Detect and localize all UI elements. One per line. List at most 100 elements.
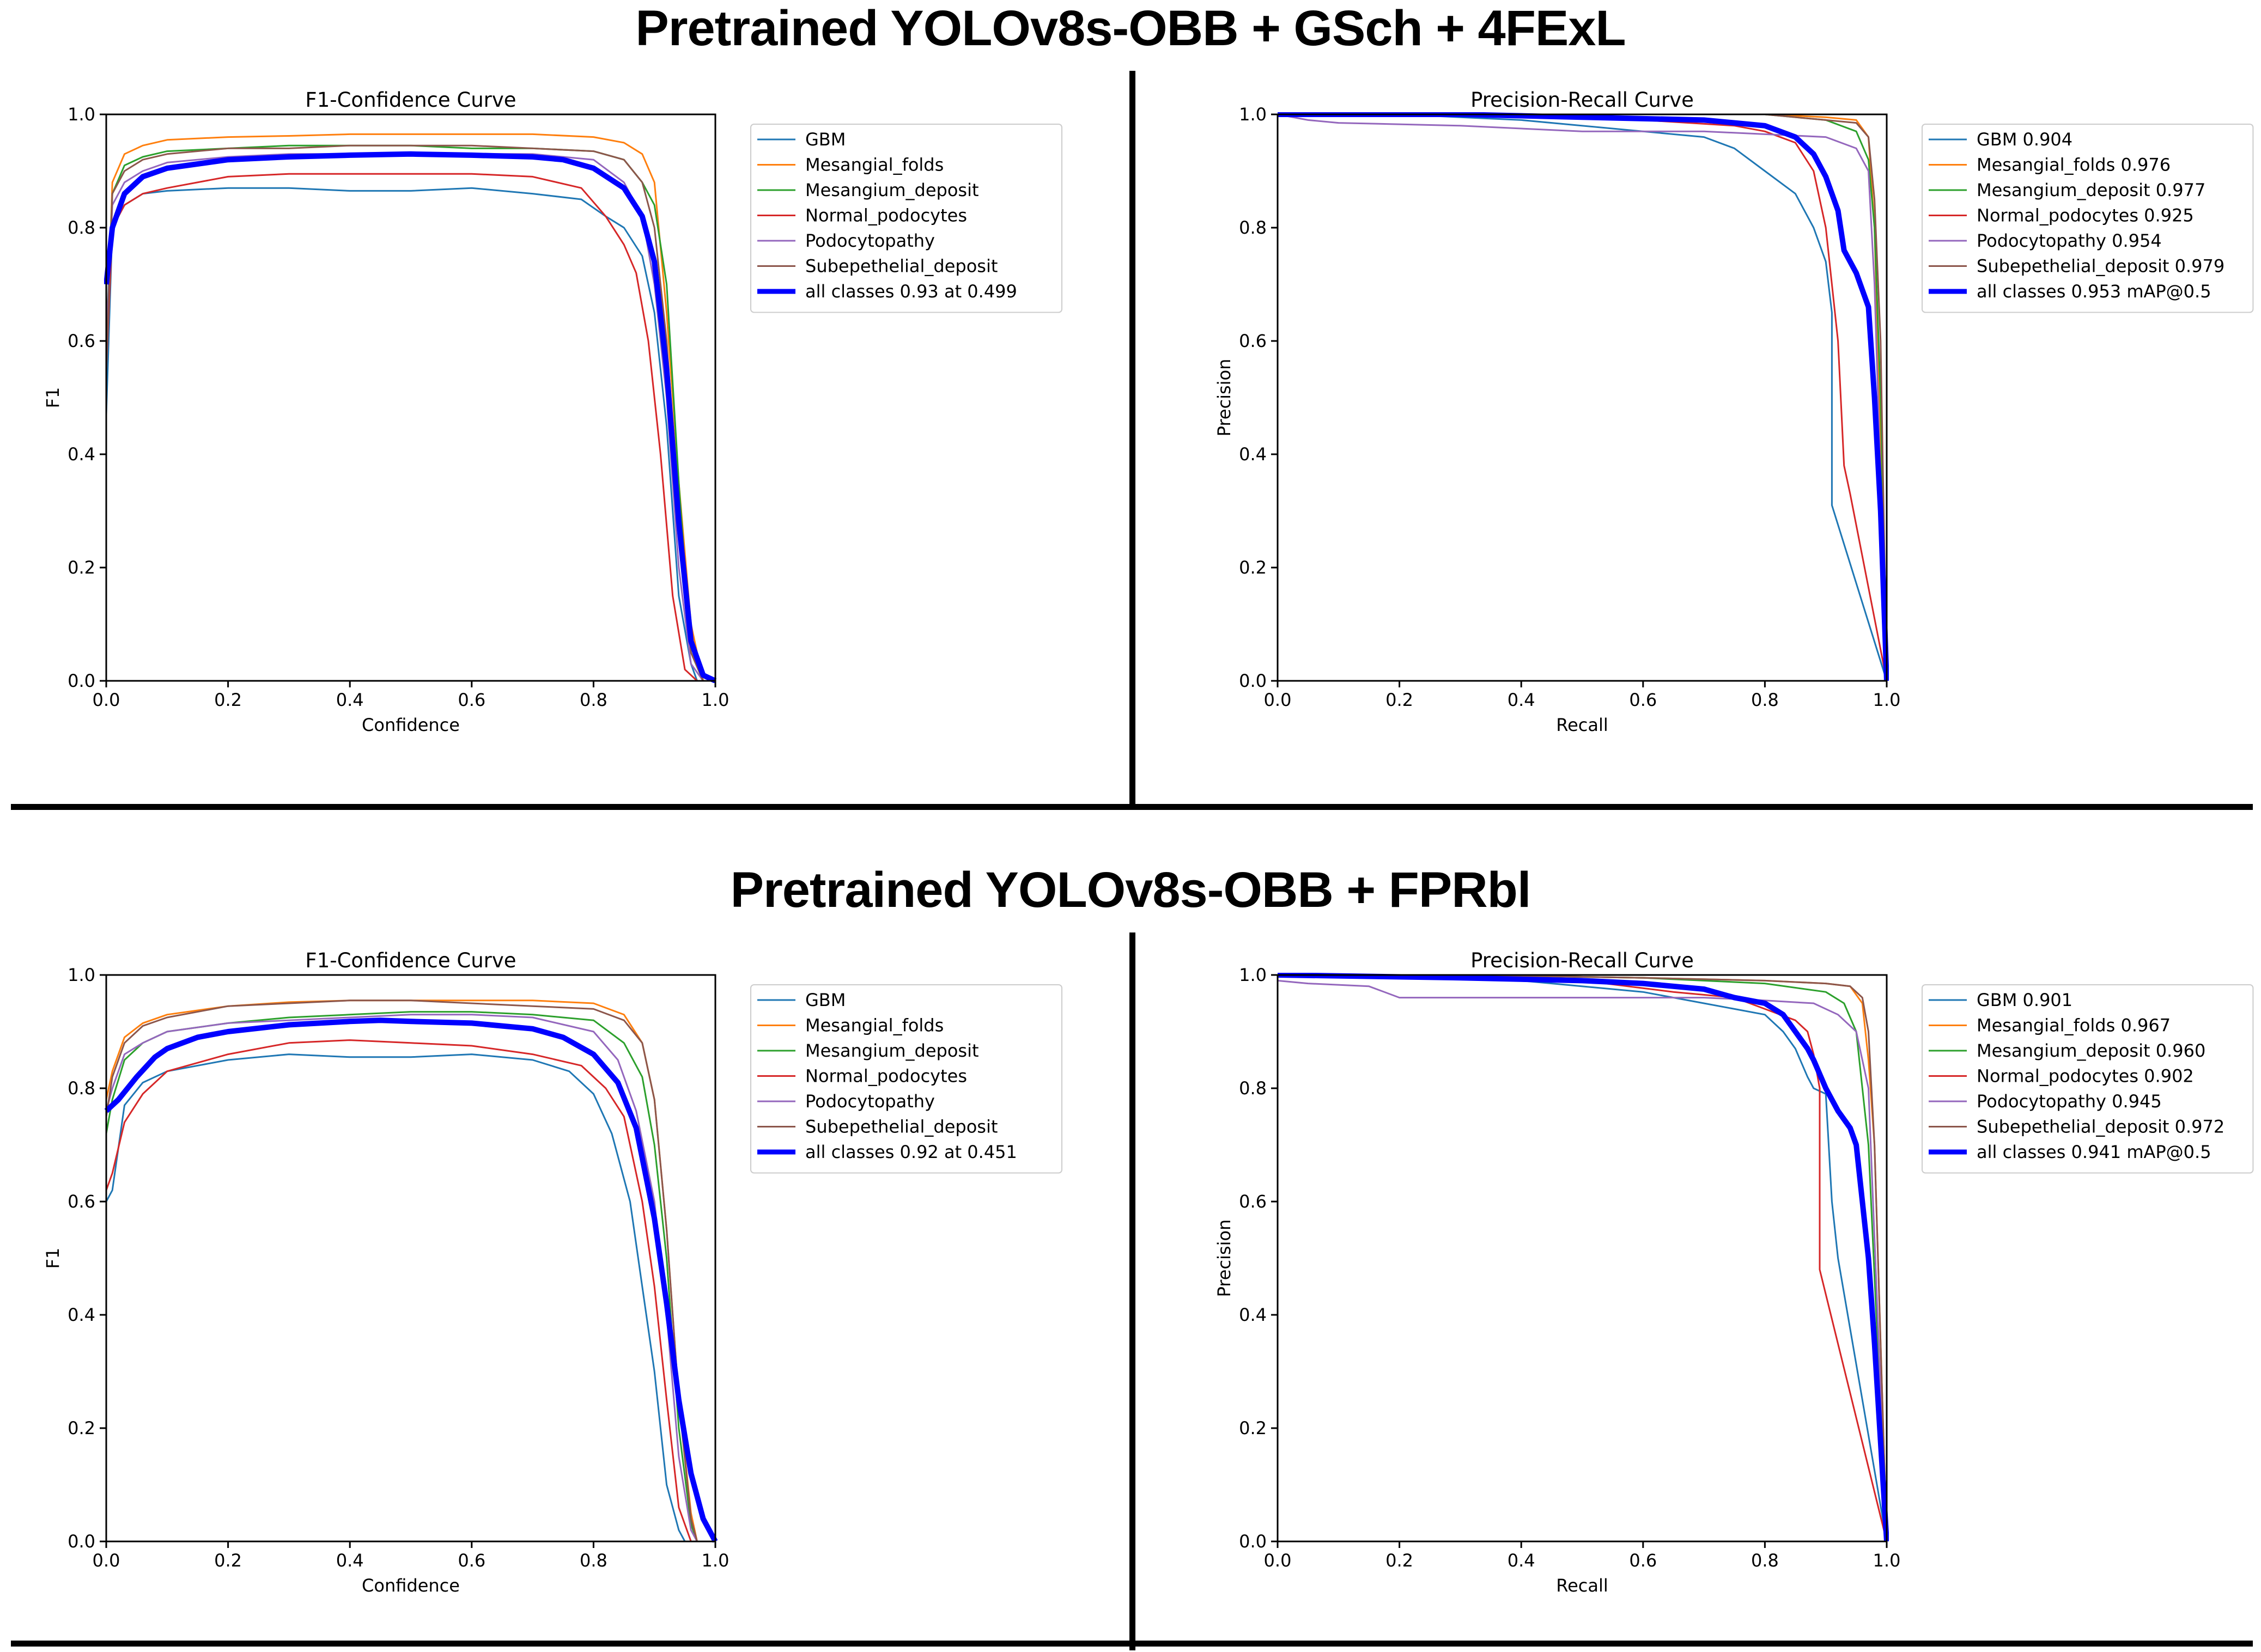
x-axis-label: Recall	[1556, 715, 1608, 735]
x-tick-label: 0.8	[580, 1550, 607, 1571]
legend-label: Normal_podocytes	[805, 1066, 967, 1087]
chart-title: Precision-Recall Curve	[1470, 949, 1694, 972]
legend-box	[750, 124, 1062, 313]
y-axis-label: Precision	[1214, 1220, 1235, 1297]
legend-label: Mesangial_folds 0.967	[1977, 1015, 2171, 1036]
vertical-divider-bottom	[1129, 932, 1135, 1650]
legend-label: Subepethelial_deposit	[805, 1117, 998, 1137]
plot-frame	[1277, 113, 1888, 682]
legend-label: GBM	[805, 129, 846, 150]
legend-label: Mesangium_deposit	[805, 1040, 979, 1061]
y-tick-label: 0.6	[1239, 1191, 1267, 1212]
series-line-gbm	[105, 1053, 686, 1542]
y-tick-label: 0.2	[68, 1418, 95, 1438]
x-axis-label: Recall	[1556, 1575, 1608, 1596]
y-tick-label: 0.8	[1239, 217, 1267, 238]
y-tick-label: 0.6	[1239, 331, 1267, 351]
x-tick-label: 0.4	[336, 690, 364, 710]
x-tick-label: 0.2	[1385, 1550, 1413, 1571]
legend-label: Subepethelial_deposit	[805, 256, 998, 277]
series-line-normal-podocytes	[1278, 113, 1888, 681]
x-tick-label: 0.6	[458, 690, 485, 710]
series-line-mesangial-folds	[105, 999, 698, 1542]
x-axis-label: Confidence	[362, 1575, 460, 1596]
series-group	[104, 133, 717, 683]
series-line-all-classes	[1277, 973, 1889, 1542]
x-tick-label: 0.2	[1385, 690, 1413, 710]
horizontal-divider-bottom	[11, 1641, 2253, 1647]
vertical-divider-top	[1129, 71, 1135, 806]
series-line-mesangial-folds	[1278, 113, 1888, 681]
y-tick-label: 0.8	[68, 217, 95, 238]
y-tick-label: 0.0	[1239, 670, 1267, 691]
series-line-mesangial-folds	[105, 133, 704, 681]
y-tick-label: 0.2	[68, 557, 95, 578]
x-tick-label: 1.0	[1873, 1550, 1901, 1571]
series-line-subepethelial-deposit	[1278, 974, 1888, 1542]
x-tick-label: 1.0	[702, 1550, 730, 1571]
y-axis-label: F1	[42, 1248, 63, 1269]
section-title-top: Pretrained YOLOv8s-OBB + GSch + 4FExL	[635, 1, 1626, 56]
legend-label: Mesangial_folds 0.976	[1977, 155, 2171, 175]
series-line-all-classes	[104, 1017, 718, 1543]
series-line-subepethelial-deposit	[105, 999, 698, 1542]
y-tick-label: 1.0	[1239, 104, 1267, 125]
series-line-podocytopathy	[105, 153, 704, 681]
series-line-mesangium-deposit	[1278, 974, 1888, 1542]
series-line-podocytopathy	[1277, 979, 1888, 1542]
legend-label: GBM 0.904	[1977, 129, 2072, 150]
y-tick-label: 0.0	[68, 670, 95, 691]
series-line-all-classes	[104, 151, 717, 683]
y-tick-label: 0.6	[68, 1191, 95, 1212]
horizontal-divider-middle	[11, 804, 2253, 810]
series-line-gbm	[1278, 113, 1888, 681]
chart-title: Precision-Recall Curve	[1470, 88, 1694, 112]
x-tick-label: 0.0	[1264, 1550, 1292, 1571]
legend-label: all classes 0.92 at 0.451	[805, 1142, 1017, 1162]
legend-box	[1922, 124, 2254, 313]
series-line-mesangium-deposit	[1278, 113, 1888, 681]
f1-confidence-chart-bottom: F1-Confidence Curve 0.00.0 0.2 0.2 0.4 0.4 0.6…	[42, 949, 1062, 1596]
y-tick-label: 0.6	[68, 331, 95, 351]
y-tick-label: 0.4	[68, 1304, 95, 1325]
series-line-normal-podocytes	[105, 173, 698, 682]
series-group	[1277, 973, 1889, 1542]
legend-label: Podocytopathy 0.945	[1977, 1091, 2162, 1112]
series-group	[104, 999, 718, 1543]
x-tick-label: 1.0	[1873, 690, 1901, 710]
legend-label: Podocytopathy 0.954	[1977, 230, 2162, 251]
series-line-mesangium-deposit	[105, 144, 704, 681]
series-line-gbm	[105, 187, 698, 681]
legend-label: Mesangium_deposit 0.960	[1977, 1040, 2205, 1061]
legend-label: GBM 0.901	[1977, 990, 2072, 1010]
y-axis-label: Precision	[1214, 359, 1235, 437]
x-tick-label: 0.0	[93, 690, 120, 710]
series-line-gbm	[1278, 974, 1888, 1542]
legend-label: Mesangium_deposit 0.977	[1977, 180, 2205, 200]
x-axis-label: Confidence	[362, 715, 460, 735]
series-line-all-classes	[1278, 112, 1889, 681]
x-tick-label: 0.6	[1629, 690, 1657, 710]
legend-label: all classes 0.93 at 0.499	[805, 281, 1017, 302]
section-title-bottom: Pretrained YOLOv8s-OBB + FPRbl	[730, 862, 1531, 918]
series-line-mesangial-folds	[1278, 974, 1888, 1542]
y-tick-label: 1.0	[68, 965, 95, 985]
y-tick-label: 0.4	[68, 444, 95, 465]
legend-label: GBM	[805, 990, 846, 1010]
y-tick-label: 0.0	[1239, 1531, 1267, 1552]
y-tick-label: 0.4	[1239, 444, 1267, 465]
y-axis-label: F1	[42, 387, 63, 409]
x-tick-label: 0.2	[214, 690, 242, 710]
legend-label: Normal_podocytes 0.902	[1977, 1066, 2194, 1087]
x-tick-label: 0.0	[1264, 690, 1292, 710]
f1-confidence-chart-top: F1-Confidence Curve 0.00.0 0.2 0.2 0.4 0.4 0.6…	[42, 88, 1062, 735]
legend-label: Subepethelial_deposit 0.979	[1977, 256, 2224, 277]
x-tick-label: 0.4	[1508, 690, 1535, 710]
y-tick-label: 0.0	[68, 1531, 95, 1552]
legend-label: Podocytopathy	[805, 230, 935, 251]
chart-title: F1-Confidence Curve	[305, 949, 516, 972]
plot-frame	[1277, 974, 1888, 1543]
y-tick-label: 0.8	[1239, 1078, 1267, 1099]
x-tick-label: 0.4	[336, 1550, 364, 1571]
precision-recall-chart-top: Precision-Recall Curve 0.00.0 0.2 0.2 0.4 0.4…	[1214, 88, 2254, 735]
